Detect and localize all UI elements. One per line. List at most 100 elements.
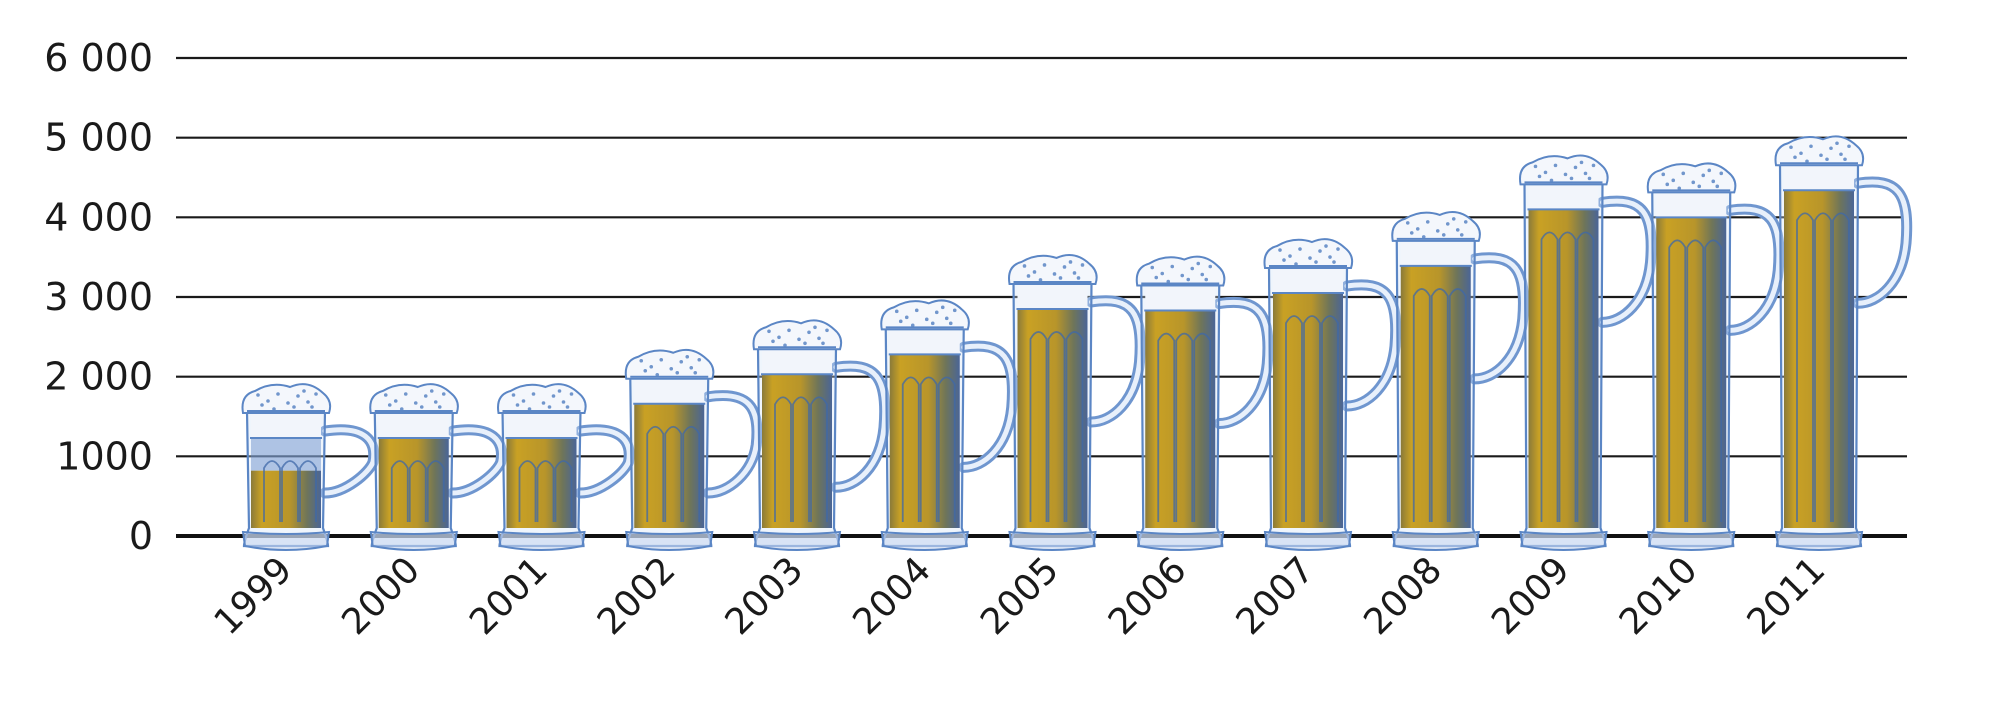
- glass-flute: [1576, 231, 1595, 522]
- x-tick-label: 2000: [334, 549, 428, 643]
- foam-bubble: [1415, 227, 1420, 231]
- foam-crown: [1263, 238, 1354, 270]
- mug-base: [625, 530, 714, 551]
- mug-handle-highlight: [833, 363, 888, 490]
- y-tick-label: 6 000: [44, 36, 153, 80]
- foam-crown: [624, 348, 715, 380]
- foam-bubble: [260, 403, 264, 407]
- foam-bubble: [1328, 255, 1332, 259]
- foam-bubble: [1451, 217, 1456, 221]
- foam-bubble: [266, 399, 270, 403]
- beer-level: [378, 438, 449, 528]
- foam-bubble: [302, 389, 306, 393]
- foam-crown: [880, 299, 970, 331]
- beer-level: [1400, 265, 1471, 528]
- beer-level: [1784, 190, 1854, 528]
- beer-level: [1656, 217, 1727, 529]
- glass-flute: [1668, 239, 1687, 522]
- foam-bubble: [685, 354, 690, 359]
- foam-bubble: [1805, 159, 1809, 164]
- foam-bubble: [256, 393, 260, 397]
- mug-bar-2011: [1774, 135, 1913, 551]
- foam-bubble: [1441, 233, 1446, 237]
- foam-band: [889, 329, 960, 355]
- foam-bubble: [1332, 260, 1336, 264]
- mug-handle: [1213, 296, 1274, 430]
- foam-bubble: [1587, 176, 1592, 181]
- foam-bubble: [306, 400, 310, 404]
- foam-bubble: [1579, 160, 1584, 165]
- foam-bubble: [296, 394, 300, 398]
- mug-handle-highlight: [705, 393, 760, 496]
- mug-handle-highlight: [450, 427, 504, 496]
- foam-bubble: [1549, 178, 1554, 183]
- foam-bubble: [771, 339, 775, 344]
- foam-band: [1017, 283, 1088, 309]
- mug-handle-highlight: [1855, 179, 1910, 306]
- foam-crown: [752, 319, 843, 351]
- foam-bubble: [1819, 153, 1823, 158]
- foam-bubble: [387, 403, 392, 407]
- glass-flute: [919, 376, 938, 522]
- beer-level: [634, 403, 705, 528]
- x-tick-label: 2007: [1229, 549, 1323, 643]
- foam-bubble: [1533, 164, 1538, 169]
- foam-bubble: [679, 359, 684, 364]
- glass-flute: [426, 460, 445, 522]
- x-tick-label: 2005: [973, 549, 1067, 643]
- foam-band: [1400, 240, 1471, 266]
- foam-band: [762, 349, 832, 375]
- foam-bubble: [948, 321, 953, 326]
- glass-flute: [536, 460, 555, 522]
- foam-bubble: [643, 368, 648, 373]
- foam-bubble: [1537, 174, 1542, 179]
- glass-flute: [1157, 332, 1176, 522]
- foam-bubble: [1058, 276, 1063, 280]
- foam-bubble: [924, 317, 929, 322]
- foam-bubble: [1080, 263, 1085, 267]
- foam-bubble: [1068, 260, 1073, 264]
- x-tick-label: 1999: [207, 549, 301, 643]
- foam-bubble: [1278, 248, 1282, 252]
- glass-flute: [1796, 212, 1814, 522]
- foam-bubble: [807, 330, 811, 335]
- foam-bubble: [1591, 163, 1596, 168]
- foam-bubble: [1072, 271, 1077, 275]
- y-tick-label: 2 000: [44, 355, 153, 399]
- foam-bubble: [669, 366, 674, 371]
- y-tick-label: 3 000: [44, 275, 153, 319]
- y-tick-label: 0: [129, 514, 153, 558]
- foam-bubble: [1707, 168, 1712, 173]
- foam-bubble: [1435, 229, 1440, 233]
- foam-crown: [1774, 135, 1865, 167]
- glass-flute: [937, 376, 956, 522]
- foam-bubble: [310, 405, 314, 409]
- foam-bubble: [441, 392, 446, 396]
- foam-bubble: [511, 393, 516, 397]
- mug-base: [241, 530, 331, 551]
- mug-bar-2003: [752, 319, 891, 551]
- beer-level: [1145, 310, 1216, 528]
- foam-bubble: [675, 370, 680, 375]
- glass-flute: [518, 460, 537, 522]
- x-tick-label: 2008: [1356, 549, 1450, 643]
- foam-bubble: [1711, 179, 1716, 184]
- foam-bubble: [1288, 254, 1292, 258]
- foam-bubble: [1839, 152, 1843, 157]
- foam-bubble: [821, 341, 825, 346]
- mug-bars: [241, 135, 1913, 551]
- foam-bubble: [1543, 170, 1548, 175]
- foam-bubble: [1455, 228, 1460, 232]
- foam-bubble: [817, 336, 821, 341]
- foam-bubble: [1789, 145, 1793, 150]
- mug-base: [497, 530, 586, 551]
- foam-bubble: [1076, 276, 1081, 280]
- foam-bubble: [1200, 272, 1205, 277]
- foam-bubble: [1294, 262, 1298, 266]
- foam-bubble: [1409, 231, 1414, 235]
- x-tick-label: 2010: [1612, 549, 1706, 643]
- foam-bubble: [419, 405, 424, 409]
- mug-handle-highlight: [1472, 255, 1526, 382]
- foam-band: [1656, 192, 1727, 218]
- foam-crown: [497, 383, 587, 415]
